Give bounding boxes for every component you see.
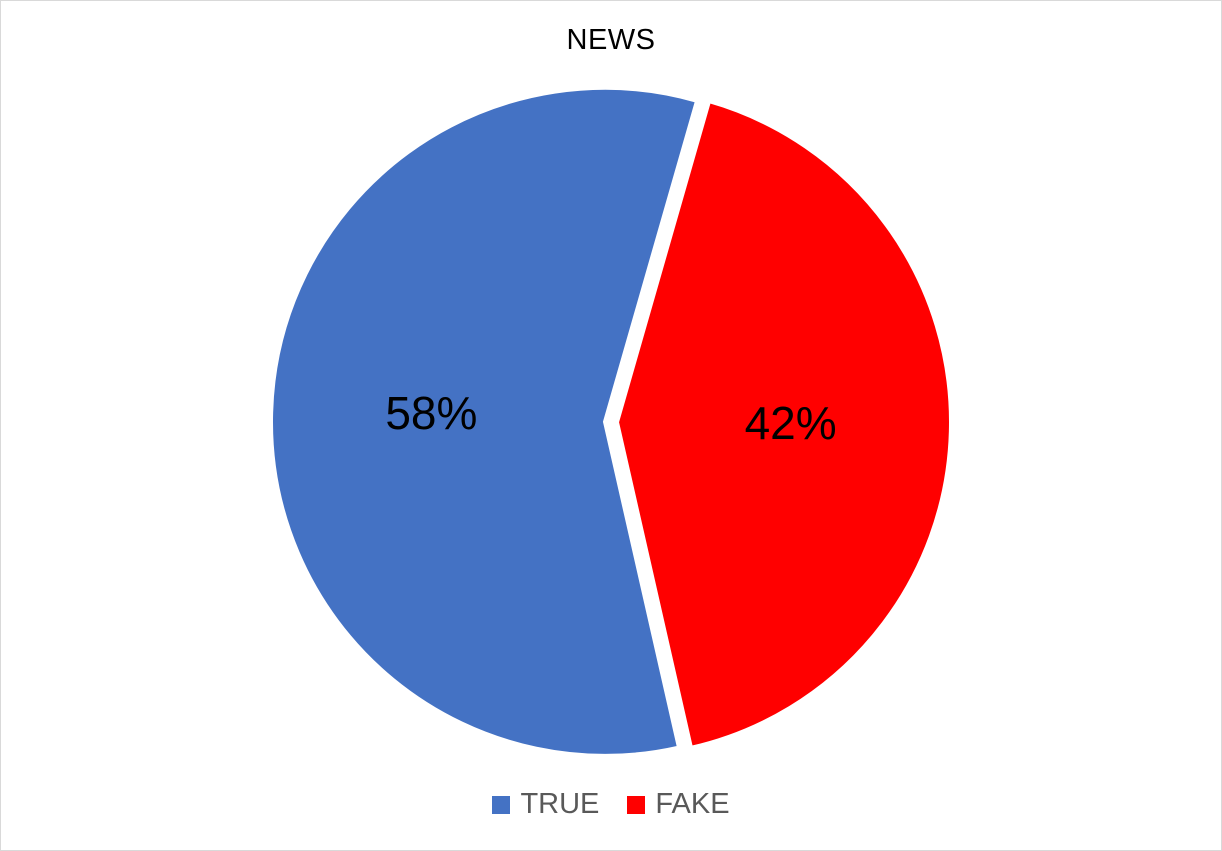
chart-title: NEWS — [566, 24, 656, 56]
slice-true — [269, 85, 700, 758]
legend: TRUE FAKE — [0, 788, 1222, 821]
legend-label-true: TRUE — [520, 788, 600, 820]
slice-label-true: 58% — [385, 387, 477, 439]
legend-item-fake: FAKE — [627, 788, 730, 821]
legend-swatch-fake — [627, 795, 646, 814]
slice-fake — [614, 98, 953, 751]
slice-label-fake: 42% — [745, 397, 837, 449]
legend-label-fake: FAKE — [655, 788, 730, 820]
legend-item-true: TRUE — [492, 788, 599, 821]
legend-swatch-true — [492, 795, 511, 814]
